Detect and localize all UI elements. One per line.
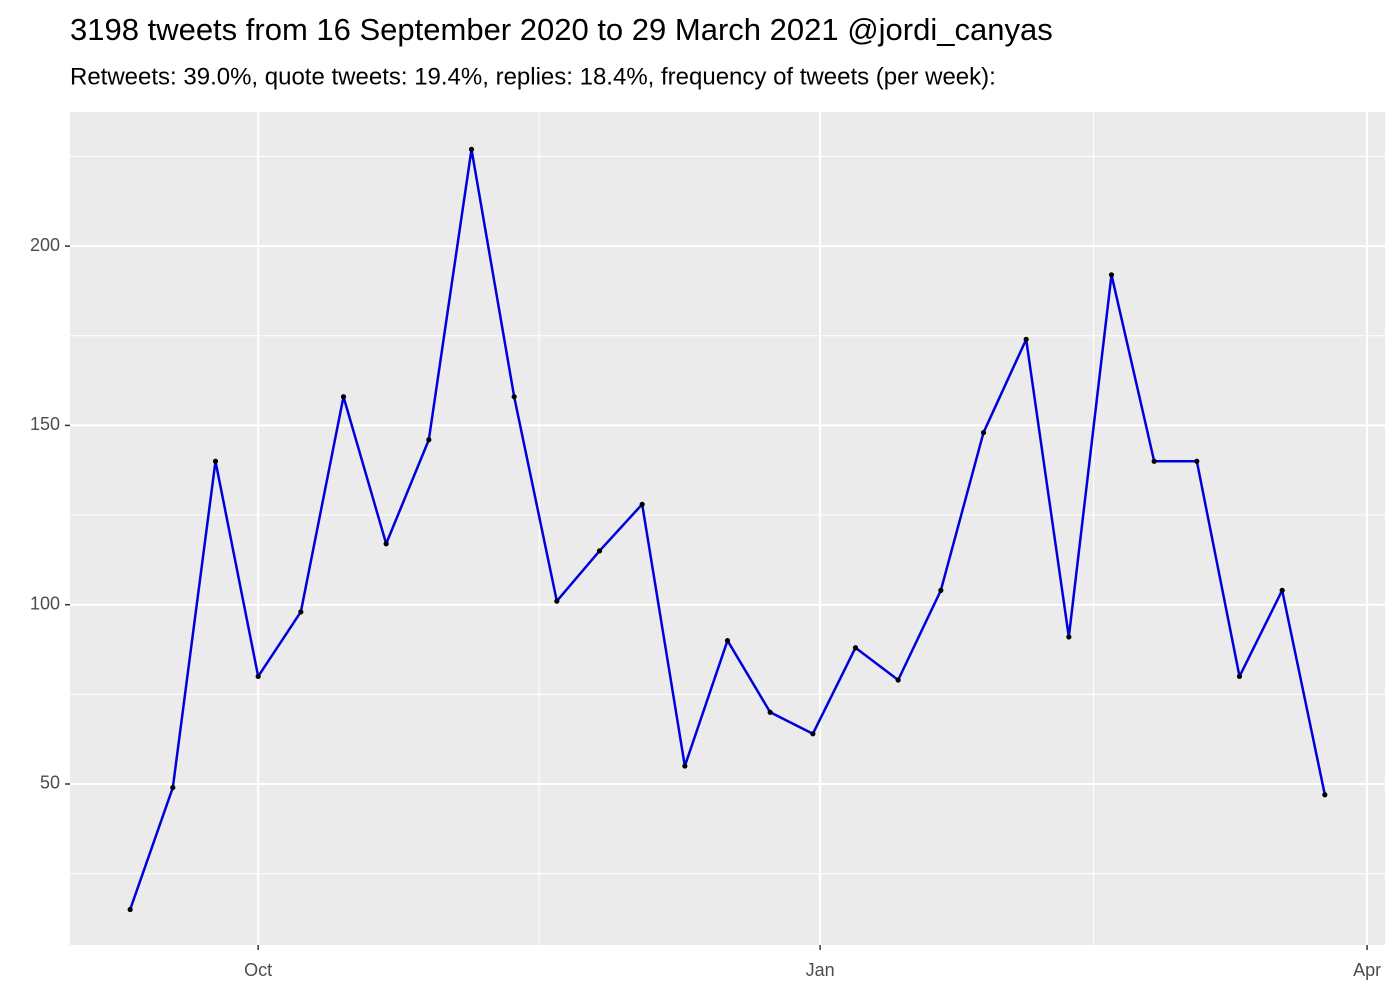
- point: [340, 394, 347, 400]
- point: [810, 731, 816, 737]
- point: [127, 906, 133, 913]
- point: [1108, 272, 1115, 278]
- point: [554, 598, 560, 604]
- point: [596, 548, 603, 554]
- point: [724, 637, 731, 644]
- point: [980, 429, 987, 436]
- point: [1023, 336, 1029, 342]
- point: [1194, 458, 1200, 464]
- point: [895, 677, 901, 683]
- point: [255, 673, 261, 680]
- point: [1279, 587, 1285, 593]
- x-tick-label: Jan: [806, 960, 835, 980]
- point: [1236, 673, 1243, 680]
- point: [682, 763, 688, 769]
- point: [212, 458, 219, 464]
- point: [468, 146, 475, 152]
- point: [852, 645, 859, 651]
- point: [1322, 792, 1328, 798]
- point: [426, 437, 432, 443]
- point: [1151, 458, 1157, 464]
- x-tick-label: Oct: [244, 960, 272, 980]
- point: [938, 587, 944, 593]
- point: [383, 541, 389, 547]
- chart-title: 3198 tweets from 16 September 2020 to 29…: [70, 12, 1053, 47]
- x-tick-label: Apr: [1353, 960, 1381, 980]
- y-tick-label: 150: [30, 414, 60, 434]
- chart-subtitle: Retweets: 39.0%, quote tweets: 19.4%, re…: [70, 63, 996, 90]
- point: [639, 501, 645, 507]
- point: [1066, 634, 1072, 640]
- y-tick-label: 200: [30, 235, 60, 255]
- point: [170, 784, 176, 791]
- point: [767, 709, 773, 715]
- y-tick-label: 50: [40, 773, 60, 793]
- point: [298, 609, 304, 615]
- point: [511, 394, 517, 400]
- plot-panel: [70, 112, 1385, 945]
- y-tick-label: 100: [30, 593, 60, 613]
